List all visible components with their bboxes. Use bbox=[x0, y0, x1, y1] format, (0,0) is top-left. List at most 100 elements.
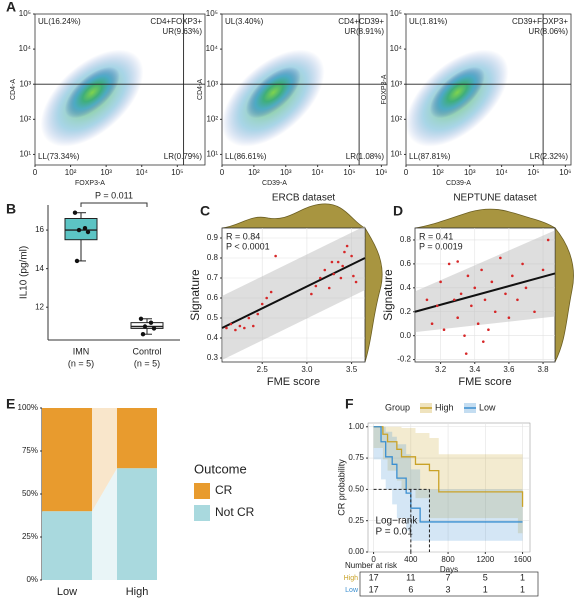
point bbox=[314, 284, 318, 288]
point bbox=[339, 276, 343, 280]
risk-table bbox=[359, 571, 539, 597]
x-tick-label: High bbox=[126, 586, 149, 598]
x-tick-label: 3.6 bbox=[503, 365, 515, 374]
y-tick-label: 0.4 bbox=[207, 333, 219, 342]
x-tick-label: 10⁵ bbox=[343, 168, 355, 177]
y-tick-label: 10⁵ bbox=[206, 9, 218, 18]
survival-curve bbox=[373, 426, 523, 523]
x-tick-label: 400 bbox=[404, 555, 418, 564]
point bbox=[487, 328, 490, 331]
annotation: R = 0.84 bbox=[226, 231, 260, 241]
bar-segment bbox=[42, 511, 92, 580]
y-tick-label: 0.50 bbox=[348, 484, 364, 493]
x-tick-label: 800 bbox=[441, 555, 455, 564]
legend-title: Outcome bbox=[194, 461, 247, 476]
confidence-band bbox=[373, 426, 523, 534]
point bbox=[140, 332, 146, 337]
point bbox=[425, 298, 429, 302]
y-tick-label: 14 bbox=[35, 264, 44, 273]
y-tick-label: 0.0 bbox=[400, 331, 412, 340]
quadrant-label: UR(8.06%) bbox=[528, 27, 568, 36]
y-tick-label: 10² bbox=[206, 114, 218, 123]
bar-segment bbox=[42, 408, 92, 512]
point bbox=[354, 280, 358, 284]
x-tick-label: 10² bbox=[248, 168, 260, 177]
risk-row-label: High bbox=[344, 575, 359, 582]
legend-label: Not CR bbox=[215, 505, 255, 519]
risk-title: Number at risk bbox=[345, 561, 398, 570]
fit-line bbox=[221, 257, 366, 329]
y-tick-label: 10⁵ bbox=[19, 9, 31, 18]
point bbox=[504, 292, 507, 296]
quadrant-label: CD4+FOXP3+ bbox=[150, 17, 202, 26]
x-tick-label: 0 bbox=[220, 168, 225, 177]
point bbox=[490, 280, 494, 284]
y-tick-label: 10² bbox=[390, 114, 402, 123]
risk-count: 17 bbox=[369, 572, 379, 582]
y-tick-label: 0.8 bbox=[400, 235, 412, 244]
y-tick-label: 0.2 bbox=[400, 307, 412, 316]
x-tick-label: 10⁴ bbox=[311, 168, 324, 177]
annotation: P = 0.0019 bbox=[419, 241, 463, 251]
legend-label: High bbox=[435, 402, 454, 412]
risk-count: 11 bbox=[406, 572, 415, 582]
risk-count: 1 bbox=[520, 584, 525, 594]
y-axis-label: CR probability bbox=[336, 459, 346, 516]
y-tick-label: 0.6 bbox=[207, 293, 219, 302]
point bbox=[480, 268, 483, 272]
y-axis-label: IL10 (pg/ml) bbox=[19, 246, 30, 299]
quadrant-label: UL(1.81%) bbox=[409, 17, 448, 26]
y-tick-label: 0.4 bbox=[400, 283, 412, 292]
risk-count: 3 bbox=[446, 584, 451, 594]
density-cloud bbox=[245, 66, 301, 119]
x-axis-label: CD39-A bbox=[446, 180, 471, 187]
quadrant-label: LR(2.32%) bbox=[530, 152, 569, 161]
density-right bbox=[364, 226, 383, 363]
x-tick-label: 0 bbox=[33, 168, 38, 177]
x-tick-label: 10² bbox=[432, 168, 444, 177]
x-tick-label: 10⁵ bbox=[171, 168, 183, 177]
point bbox=[439, 280, 442, 284]
y-axis-label: FOXP3-A bbox=[381, 74, 388, 104]
x-tick-label: 10³ bbox=[464, 168, 476, 177]
point bbox=[533, 310, 536, 314]
point bbox=[138, 316, 144, 321]
x-tick-label: 3.2 bbox=[435, 365, 447, 374]
x-tick-label: 3.0 bbox=[301, 365, 313, 374]
quadrant-label: UR(8.91%) bbox=[344, 27, 384, 36]
x-axis-label: Days bbox=[440, 565, 458, 574]
point bbox=[323, 268, 327, 272]
point bbox=[456, 260, 459, 263]
y-tick-label: 10¹ bbox=[206, 150, 218, 159]
y-tick-label: 0.9 bbox=[207, 233, 219, 242]
box bbox=[64, 218, 98, 241]
legend-title: Group bbox=[385, 402, 410, 412]
point bbox=[466, 274, 470, 278]
density-top bbox=[221, 203, 366, 229]
point bbox=[435, 304, 439, 308]
bar-segment bbox=[117, 468, 157, 580]
density-cloud bbox=[429, 66, 485, 119]
y-tick-label: 10³ bbox=[19, 79, 31, 88]
point bbox=[442, 328, 446, 331]
x-tick-label: 10⁶ bbox=[375, 168, 387, 177]
y-axis-label: CD4-A bbox=[10, 79, 17, 100]
legend-swatch bbox=[194, 483, 210, 499]
x-tick-label: 2.5 bbox=[257, 365, 269, 374]
y-tick-label: 10⁴ bbox=[19, 44, 32, 53]
x-axis-label: FME score bbox=[458, 376, 511, 388]
x-tick-label: Low bbox=[57, 586, 77, 598]
y-axis-label: CD4-A bbox=[197, 79, 204, 100]
y-tick-label: 75% bbox=[22, 446, 38, 455]
point bbox=[430, 322, 434, 326]
y-tick-label: 0.00 bbox=[348, 547, 364, 556]
annotation: P = 0.011 bbox=[95, 190, 133, 200]
risk-count: 1 bbox=[520, 572, 525, 582]
point bbox=[142, 324, 148, 329]
y-tick-label: 0.6 bbox=[400, 259, 412, 268]
x-tick-label: 1200 bbox=[476, 555, 494, 564]
point bbox=[336, 260, 340, 264]
point bbox=[229, 322, 233, 326]
x-tick-label: 10² bbox=[65, 168, 77, 177]
x-tick-label: 10⁴ bbox=[495, 168, 508, 177]
